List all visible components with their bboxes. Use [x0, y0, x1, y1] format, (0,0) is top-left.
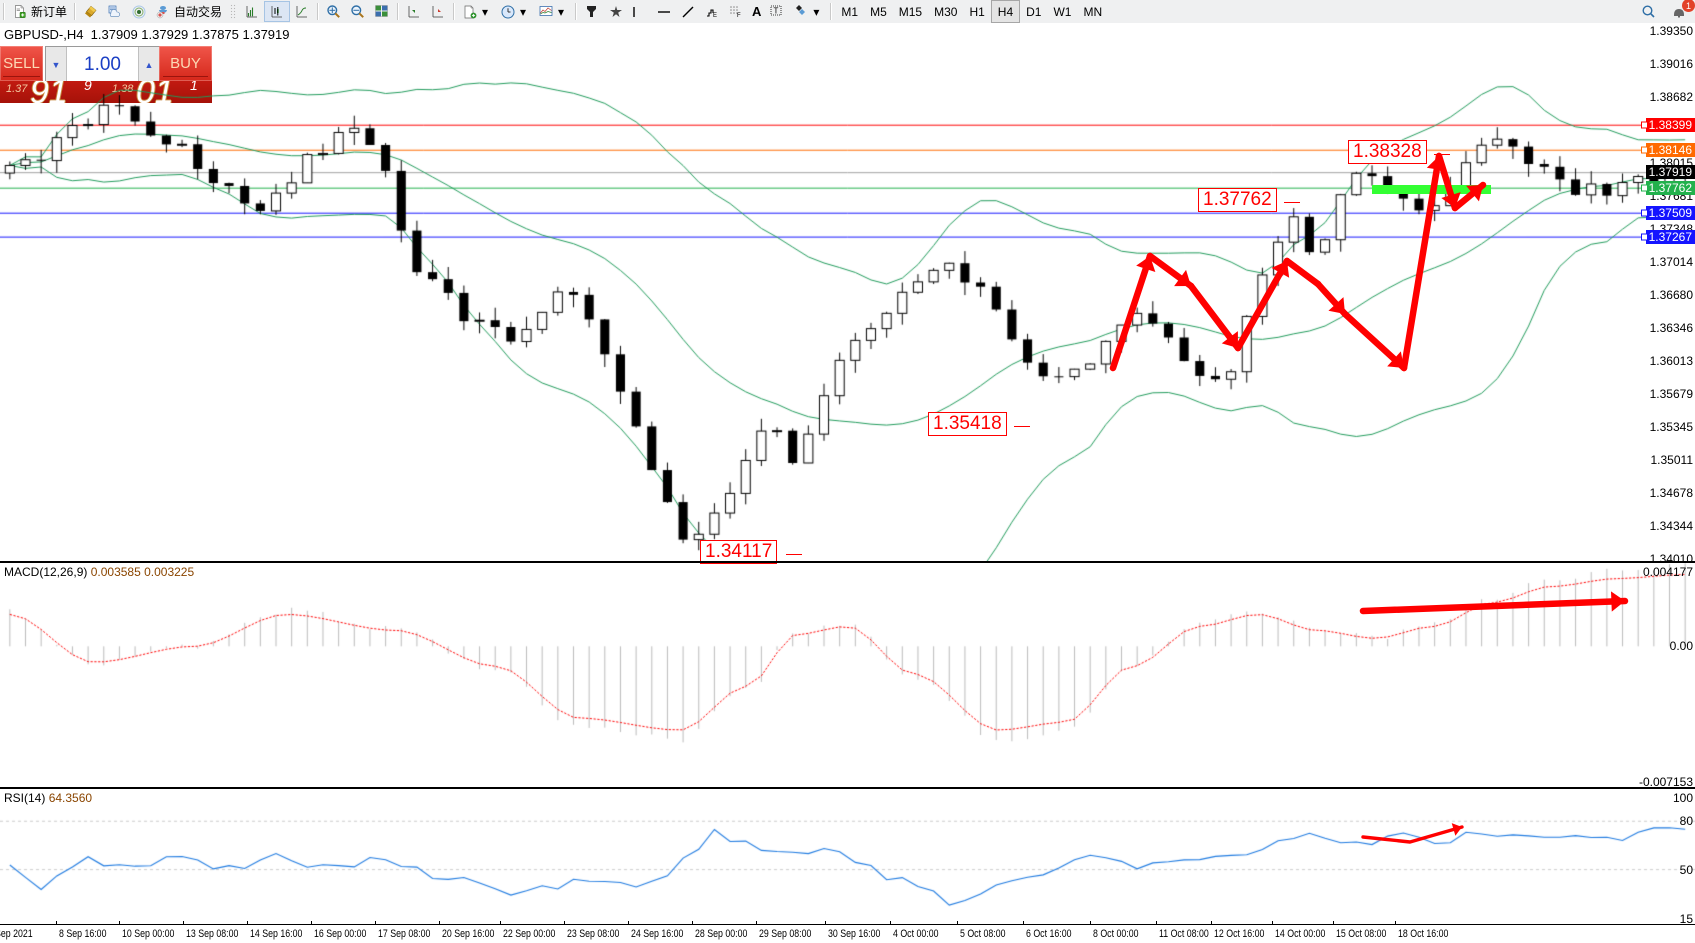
svg-text:T: T	[774, 6, 779, 15]
svg-text:E: E	[713, 13, 717, 19]
svg-text:F: F	[737, 13, 741, 19]
